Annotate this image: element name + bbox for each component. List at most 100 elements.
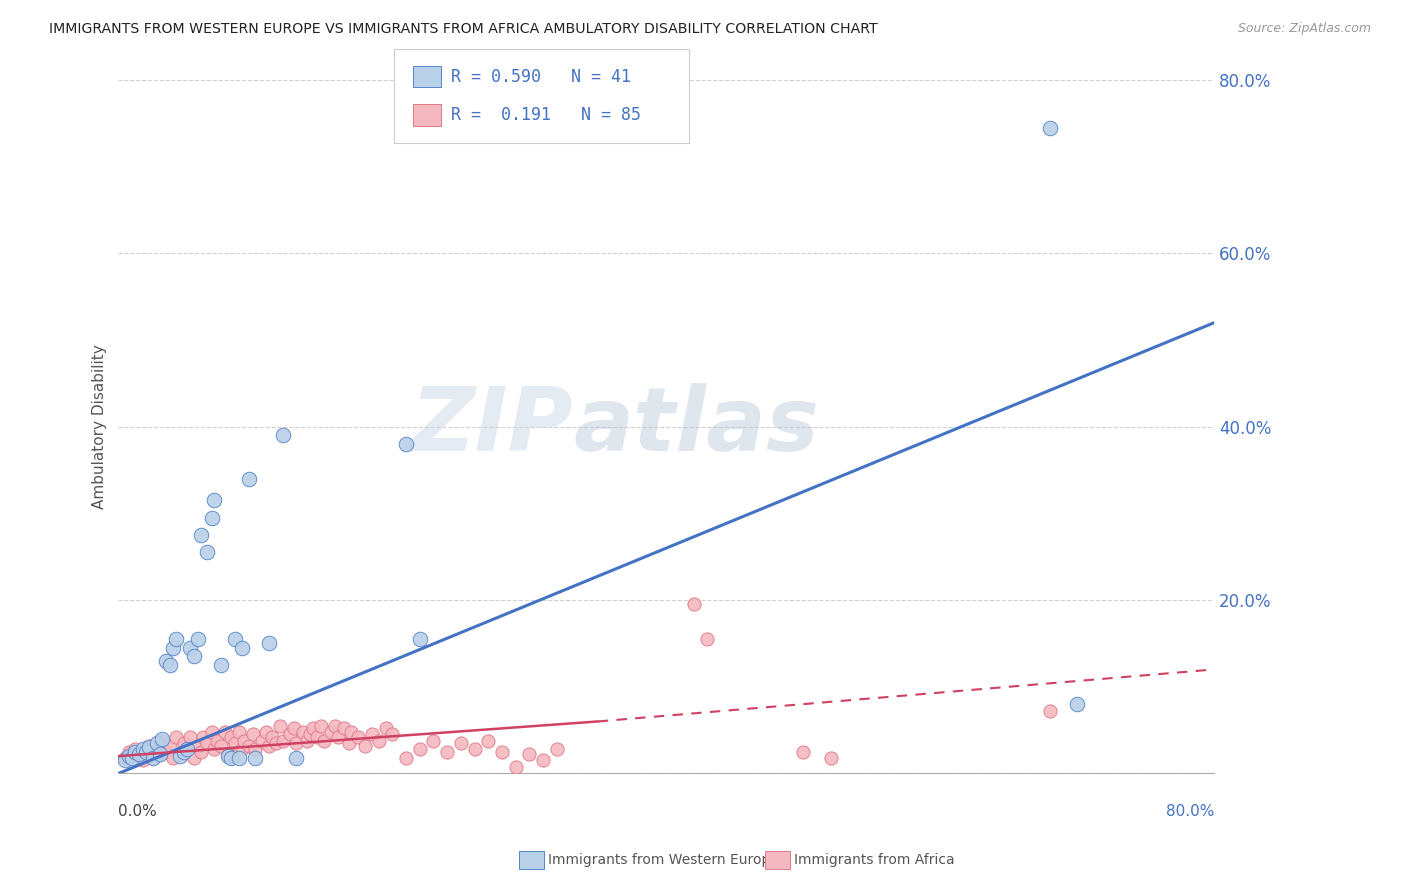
Point xyxy=(217,747,239,762)
Point xyxy=(128,747,150,762)
Text: 80.0%: 80.0% xyxy=(1166,804,1215,819)
Point xyxy=(333,722,356,736)
Point xyxy=(187,739,209,753)
Point xyxy=(165,730,187,744)
Point xyxy=(193,730,215,744)
Point xyxy=(283,722,305,736)
Point xyxy=(176,742,198,756)
Text: Immigrants from Africa: Immigrants from Africa xyxy=(794,853,955,867)
Point xyxy=(176,742,198,756)
Point xyxy=(312,733,335,747)
Point xyxy=(820,751,842,765)
Point xyxy=(278,727,301,741)
Point xyxy=(173,745,195,759)
Text: IMMIGRANTS FROM WESTERN EUROPE VS IMMIGRANTS FROM AFRICA AMBULATORY DISABILITY C: IMMIGRANTS FROM WESTERN EUROPE VS IMMIGR… xyxy=(49,22,877,37)
Point xyxy=(124,745,146,759)
Point xyxy=(323,719,346,733)
Point xyxy=(792,745,814,759)
Point xyxy=(148,747,170,762)
Point xyxy=(197,736,219,750)
Point xyxy=(121,747,143,762)
Point xyxy=(202,742,225,756)
Point xyxy=(238,472,260,486)
Point xyxy=(169,749,191,764)
Point xyxy=(422,733,444,747)
Point xyxy=(257,739,280,753)
Point xyxy=(360,727,382,741)
Point xyxy=(138,740,160,755)
Point xyxy=(205,733,228,747)
Point xyxy=(264,736,287,750)
Point xyxy=(224,632,246,646)
Point xyxy=(179,730,201,744)
Point xyxy=(260,730,283,744)
Point xyxy=(135,745,157,759)
Point xyxy=(200,724,222,739)
Point xyxy=(128,749,150,764)
Point xyxy=(409,742,432,756)
Point xyxy=(224,736,246,750)
Point xyxy=(292,724,315,739)
Point xyxy=(347,730,370,744)
Point xyxy=(200,510,222,524)
Point xyxy=(450,736,472,750)
Point xyxy=(367,733,389,747)
Point xyxy=(1066,697,1088,711)
Point xyxy=(114,754,136,768)
Point xyxy=(114,751,136,765)
Text: R =  0.191   N = 85: R = 0.191 N = 85 xyxy=(451,106,641,124)
Point xyxy=(162,751,184,765)
Point xyxy=(138,739,160,753)
Text: R = 0.590   N = 41: R = 0.590 N = 41 xyxy=(451,68,631,86)
Point xyxy=(395,751,418,765)
Point xyxy=(150,733,173,747)
Point xyxy=(165,632,187,646)
Point xyxy=(517,747,540,762)
Point xyxy=(190,528,212,542)
Point xyxy=(1039,120,1062,135)
Point xyxy=(531,754,554,768)
Point xyxy=(285,751,308,765)
Point xyxy=(142,751,165,765)
Point xyxy=(228,751,250,765)
Point xyxy=(269,719,291,733)
Point xyxy=(214,724,236,739)
Text: Source: ZipAtlas.com: Source: ZipAtlas.com xyxy=(1237,22,1371,36)
Point xyxy=(124,742,146,756)
Text: 0.0%: 0.0% xyxy=(118,804,157,819)
Point xyxy=(202,493,225,508)
Point xyxy=(374,722,396,736)
Point xyxy=(118,745,141,759)
Point xyxy=(155,654,177,668)
Point xyxy=(231,742,253,756)
Point xyxy=(252,733,274,747)
Point xyxy=(217,749,239,764)
Point xyxy=(696,632,718,646)
Point xyxy=(209,739,232,753)
Point xyxy=(305,730,328,744)
Point xyxy=(1039,704,1062,718)
Point xyxy=(155,745,177,759)
Point xyxy=(231,640,253,655)
Point xyxy=(159,739,181,753)
Point xyxy=(183,649,205,664)
Point xyxy=(302,722,325,736)
Point xyxy=(132,742,155,756)
Point xyxy=(546,742,568,756)
Point xyxy=(150,731,173,746)
Text: ZIP: ZIP xyxy=(411,384,574,470)
Point xyxy=(395,437,418,451)
Point xyxy=(381,727,404,741)
Y-axis label: Ambulatory Disability: Ambulatory Disability xyxy=(93,344,107,509)
Point xyxy=(219,751,242,765)
Point xyxy=(319,724,342,739)
Point xyxy=(190,745,212,759)
Point xyxy=(257,636,280,650)
Point xyxy=(159,658,181,673)
Point xyxy=(183,751,205,765)
Point xyxy=(148,747,170,762)
Point xyxy=(340,724,363,739)
Text: Immigrants from Western Europe: Immigrants from Western Europe xyxy=(548,853,779,867)
Point xyxy=(132,754,155,768)
Point xyxy=(135,745,157,759)
